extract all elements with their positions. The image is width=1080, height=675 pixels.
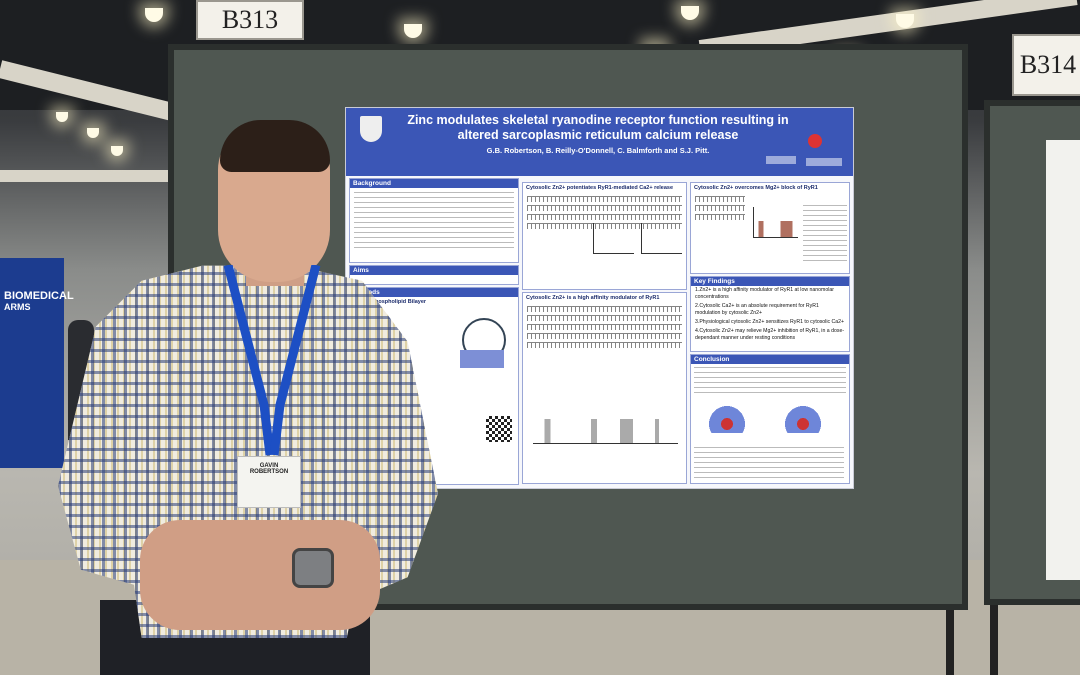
channel-trace bbox=[527, 214, 682, 220]
exhibitor-banner: BIOMEDICAL ARMS bbox=[0, 258, 74, 468]
channel-trace bbox=[527, 333, 682, 339]
poster-header: Zinc modulates skeletal ryanodine recept… bbox=[346, 108, 853, 176]
body-text-block bbox=[354, 192, 514, 252]
wristwatch bbox=[292, 548, 334, 588]
subsection-heading: Planar Phospholipid Bilayer bbox=[353, 299, 427, 305]
section-heading: Conclusion bbox=[691, 355, 849, 364]
lanyard bbox=[224, 265, 321, 456]
university-crest-logo bbox=[360, 116, 382, 142]
poster-title: Zinc modulates skeletal ryanodine recept… bbox=[407, 113, 789, 142]
ceiling-lamp bbox=[145, 8, 163, 22]
booth-sign-main: B313 bbox=[196, 0, 304, 40]
channel-trace bbox=[527, 196, 682, 202]
figure-legend-text bbox=[803, 205, 847, 265]
background-panel: Background bbox=[349, 178, 519, 263]
channel-trace bbox=[527, 306, 682, 312]
board-leg bbox=[946, 610, 954, 675]
badge-first-name: GAVIN bbox=[259, 463, 279, 469]
badge-last-name: ROBERTSON bbox=[249, 469, 289, 475]
channel-trace bbox=[527, 223, 682, 229]
channel-trace bbox=[695, 214, 745, 220]
banner-text: BIOMEDICAL bbox=[4, 290, 74, 302]
bilayer-bath-diagram bbox=[460, 350, 504, 368]
clasped-hands bbox=[140, 520, 380, 630]
section-heading: Aims bbox=[350, 266, 518, 275]
channel-trace bbox=[527, 315, 682, 321]
results-panel-3: Cytosolic Zn2+ is a high affinity modula… bbox=[522, 292, 687, 484]
society-logo bbox=[808, 134, 822, 148]
hair bbox=[220, 120, 330, 172]
ceiling-lamp bbox=[87, 128, 99, 138]
section-heading: Background bbox=[350, 179, 518, 188]
key-finding: 2.Cytosolic Ca2+ is an absolute requirem… bbox=[695, 303, 819, 316]
ceiling-lamp bbox=[111, 146, 123, 156]
conclusion-panel: Conclusion bbox=[690, 354, 850, 484]
panel-heading: Cytosolic Zn2+ potentiates RyR1-mediated… bbox=[526, 185, 674, 191]
channel-trace bbox=[695, 196, 745, 202]
banner-text: ARMS bbox=[4, 302, 31, 312]
channel-schematic-zinc bbox=[783, 403, 823, 433]
name-badge: GAVIN ROBERTSON bbox=[237, 456, 301, 508]
results-panel-2: Cytosolic Zn2+ overcomes Mg2+ block of R… bbox=[690, 182, 850, 274]
channel-trace bbox=[527, 342, 682, 348]
channel-schematic-resting bbox=[707, 403, 747, 433]
key-finding: 1.Zn2+ is a high affinity modulator of R… bbox=[695, 287, 835, 300]
channel-trace bbox=[695, 205, 745, 211]
panel-heading: Cytosolic Zn2+ is a high affinity modula… bbox=[526, 295, 660, 301]
ceiling-lamp bbox=[56, 112, 68, 122]
channel-trace bbox=[527, 324, 682, 330]
panel-heading: Cytosolic Zn2+ overcomes Mg2+ block of R… bbox=[694, 185, 818, 191]
bar-graph-row bbox=[533, 403, 678, 444]
neighbor-poster bbox=[1046, 140, 1080, 580]
key-findings-panel: Key Findings 1.Zn2+ is a high affinity m… bbox=[690, 276, 850, 352]
dose-response-graph bbox=[641, 223, 682, 254]
research-poster: Zinc modulates skeletal ryanodine recept… bbox=[345, 107, 854, 489]
royal-society-logo bbox=[766, 156, 796, 164]
board-leg bbox=[990, 605, 998, 675]
ceiling-lamp bbox=[681, 6, 699, 20]
aims-panel: Aims bbox=[349, 265, 519, 285]
key-finding: 4.Cytosolic Zn2+ may relieve Mg2+ inhibi… bbox=[695, 328, 845, 341]
ceiling-lamp bbox=[404, 24, 422, 38]
channel-trace bbox=[527, 205, 682, 211]
booth-sign-right: B314 bbox=[1012, 34, 1080, 96]
section-heading: Key Findings bbox=[691, 277, 849, 286]
bar-graph bbox=[593, 223, 634, 254]
qr-code bbox=[486, 416, 512, 442]
ceiling-beam bbox=[0, 170, 170, 182]
key-finding: 3.Physiological cytosolic Zn2+ sensitize… bbox=[695, 319, 845, 325]
funder-logo bbox=[806, 158, 842, 166]
body-text-block bbox=[694, 367, 846, 393]
section-heading: Methods bbox=[350, 288, 518, 297]
results-panel-1: Cytosolic Zn2+ potentiates RyR1-mediated… bbox=[522, 182, 687, 290]
body-text-block bbox=[694, 447, 844, 479]
poster-authors: G.B. Robertson, B. Reilly-O'Donnell, C. … bbox=[486, 146, 710, 155]
bar-graph bbox=[753, 207, 798, 238]
ceiling-lamp bbox=[896, 14, 914, 28]
